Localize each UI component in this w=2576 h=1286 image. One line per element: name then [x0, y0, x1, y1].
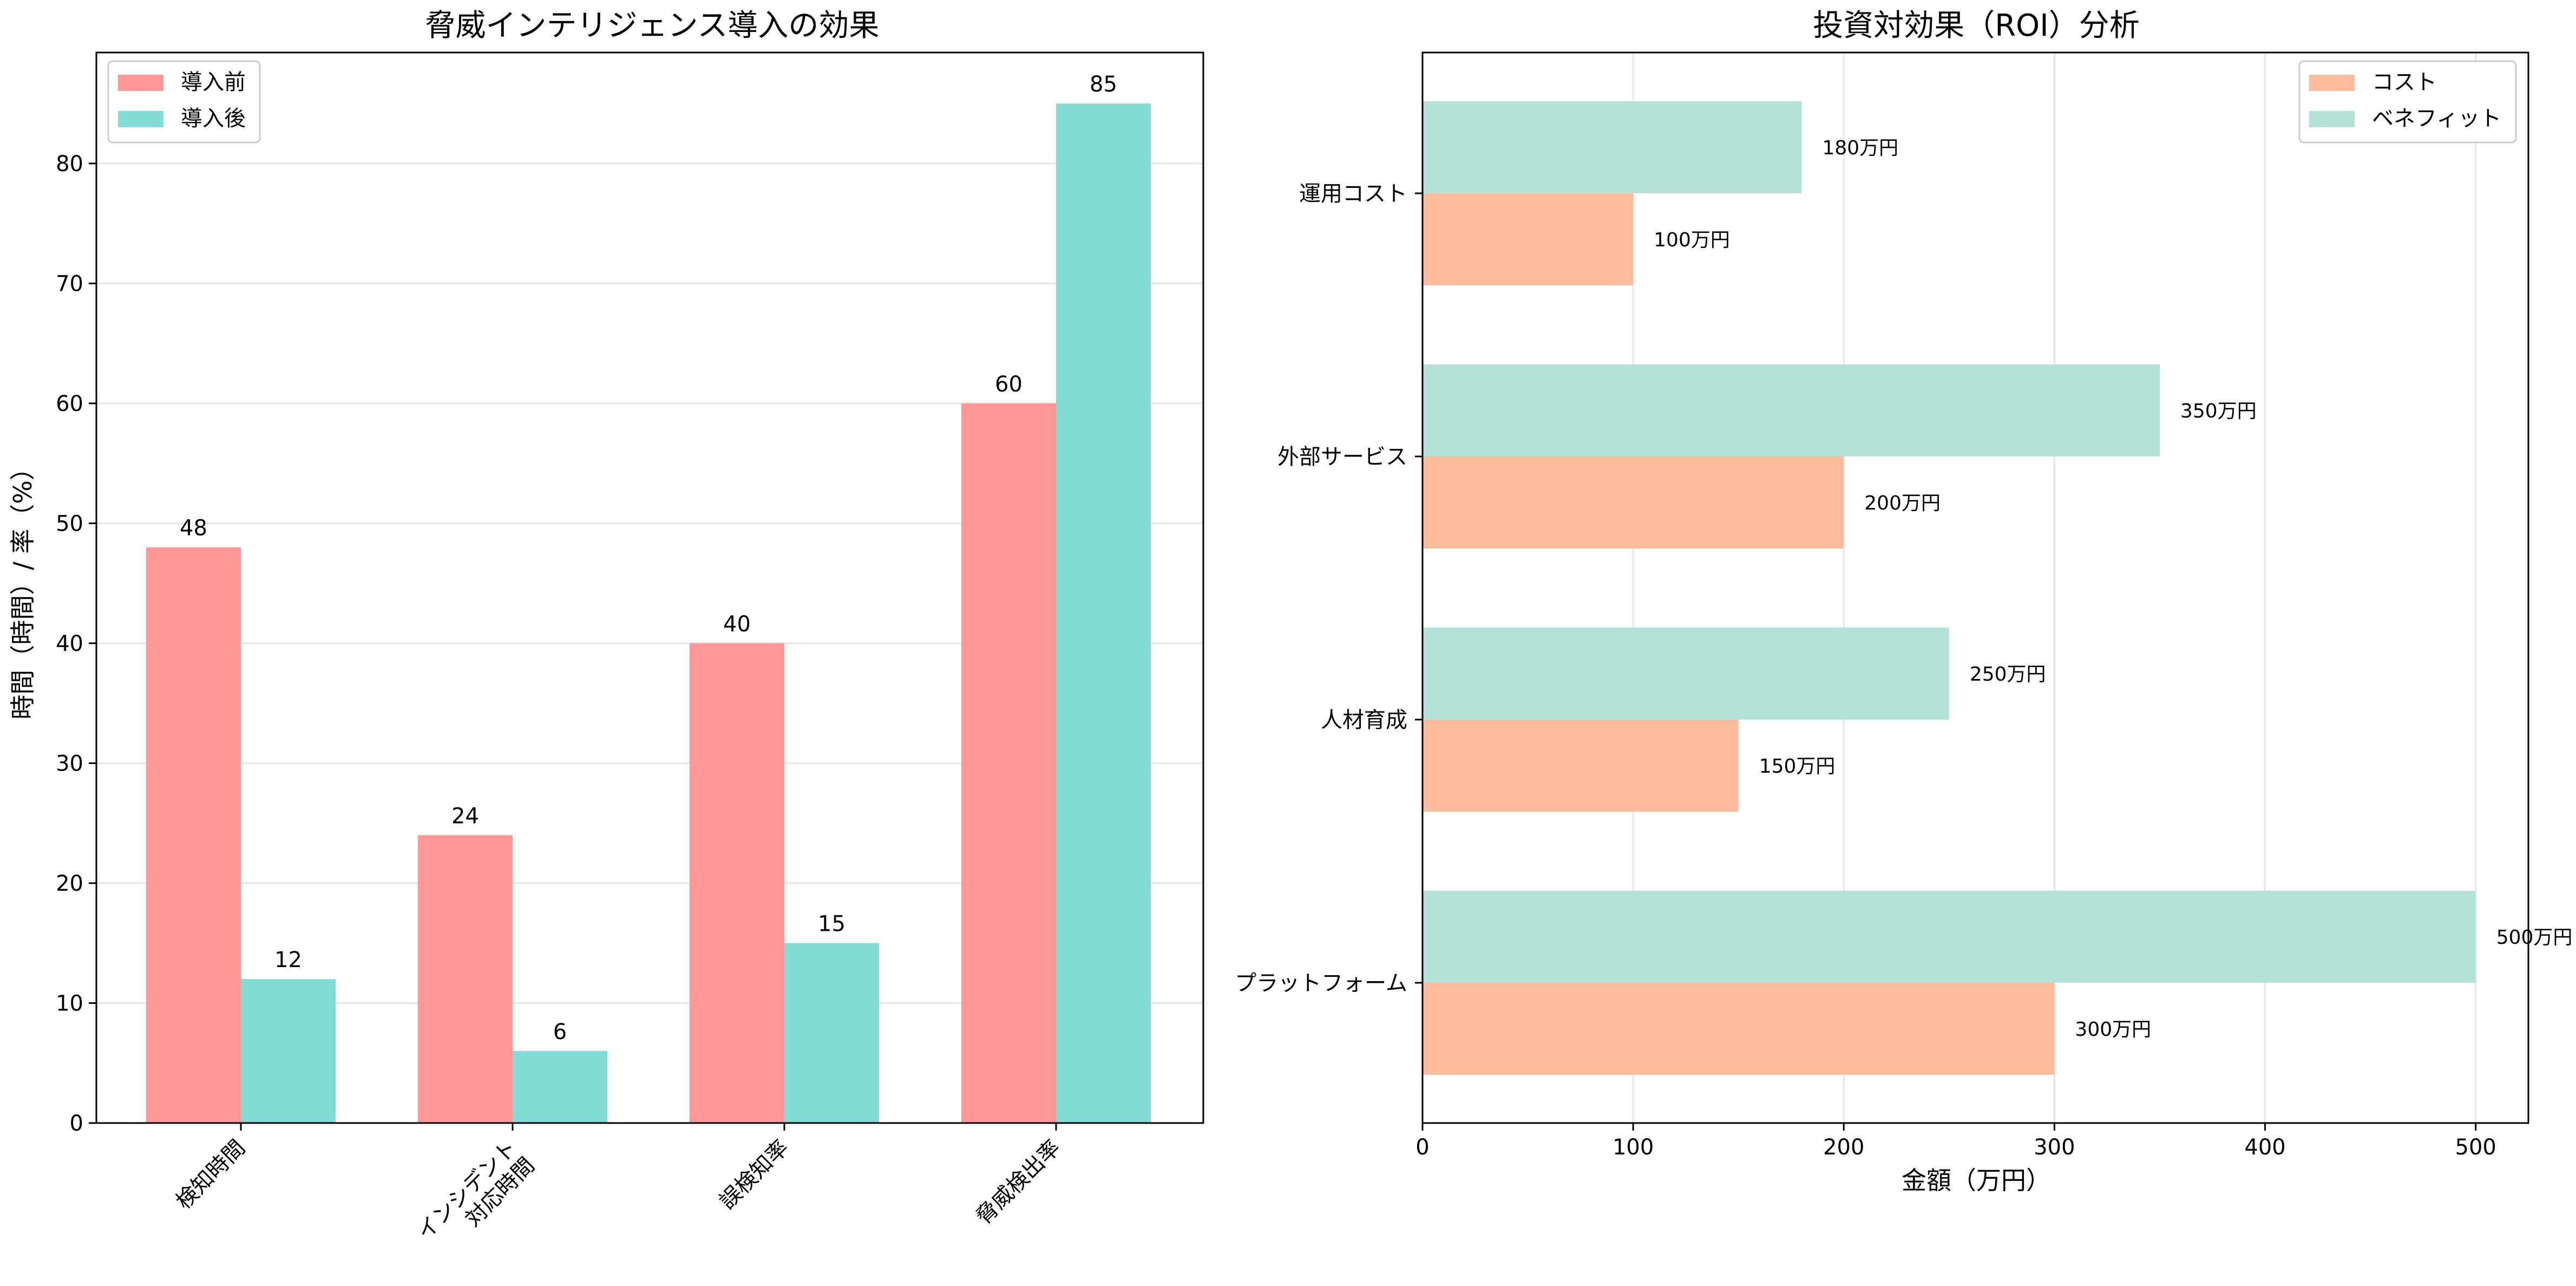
- bar-benefit: [1423, 628, 1949, 720]
- bar-value-label: 150万円: [1759, 755, 1836, 778]
- y-tick-label: 10: [56, 991, 83, 1016]
- threat-intel-effect-chart: 脅威インテリジェンス導入の効果 48 12 24 6 40 15 60 85 0 10 20 30 4…: [8, 8, 1204, 1263]
- bar-value-label: 40: [723, 612, 751, 637]
- bar-value-label: 350万円: [2180, 400, 2257, 422]
- x-tick-label: 0: [1415, 1135, 1429, 1160]
- legend: 導入前 導入後: [107, 60, 261, 143]
- bar-value-label: 48: [180, 516, 207, 541]
- bar-after: [784, 943, 879, 1123]
- legend-swatch-before: [118, 75, 163, 91]
- x-tick-label: 100: [1613, 1135, 1654, 1160]
- y-tick-label: 60: [56, 391, 83, 416]
- x-tick-label: 検知時間: [171, 1135, 250, 1215]
- bar-value-label: 250万円: [1970, 663, 2046, 686]
- bar-before: [146, 547, 241, 1123]
- x-tick-label: 500: [2455, 1135, 2496, 1160]
- y-tick-label: 30: [56, 751, 83, 776]
- chart-title: 投資対効果（ROI）分析: [1813, 8, 2140, 43]
- y-axis-label: 時間（時間）/ 率（%）: [8, 455, 37, 720]
- bar-value-label: 500万円: [2496, 926, 2573, 949]
- x-tick-label: 400: [2244, 1135, 2285, 1160]
- bar-cost: [1423, 720, 1739, 812]
- y-tick-label: 20: [56, 871, 83, 896]
- x-axis-label: 金額（万円）: [1902, 1166, 2051, 1195]
- legend-swatch-benefit: [2309, 111, 2355, 127]
- bar-value-label: 12: [274, 948, 302, 972]
- y-tick-label: 70: [56, 271, 83, 296]
- plot-frame: [1421, 51, 2529, 1124]
- bar-cost: [1423, 193, 1634, 285]
- bar-cost: [1423, 456, 1844, 549]
- bar-before: [961, 403, 1056, 1124]
- bar-after: [241, 979, 336, 1123]
- y-tick-label: 運用コスト: [1299, 181, 1407, 206]
- bar-value-label: 15: [818, 912, 845, 937]
- legend-label-after: 導入後: [181, 106, 246, 131]
- y-tick-label: プラットフォーム: [1235, 971, 1407, 996]
- legend-swatch-after: [118, 111, 163, 127]
- x-tick-label: 300: [2034, 1135, 2075, 1160]
- bar-after: [1056, 103, 1151, 1124]
- x-tick-label: 200: [1823, 1135, 1864, 1160]
- bar-after: [513, 1051, 607, 1123]
- bar-before: [690, 643, 784, 1123]
- bar-value-label: 300万円: [2075, 1019, 2151, 1041]
- legend-label-benefit: ベネフィット: [2372, 106, 2501, 131]
- chart-title: 脅威インテリジェンス導入の効果: [425, 8, 880, 43]
- bar-value-label: 6: [553, 1020, 567, 1045]
- roi-analysis-chart: 投資対効果（ROI）分析 300万円 500万円 150万円 250万円 200万円 35…: [1235, 8, 2572, 1195]
- legend-label-cost: コスト: [2372, 70, 2437, 95]
- legend-swatch-cost: [2309, 75, 2355, 91]
- y-tick-label: 50: [56, 511, 83, 536]
- y-tick-label: 0: [70, 1111, 83, 1136]
- bar-benefit: [1423, 364, 2160, 456]
- bar-value-label: 180万円: [1822, 137, 1898, 159]
- legend-label-before: 導入前: [181, 70, 246, 95]
- bar-before: [418, 835, 513, 1123]
- plot-frame: [95, 51, 1204, 1124]
- bar-value-label: 85: [1090, 72, 1117, 97]
- y-tick-label: 40: [56, 631, 83, 656]
- x-tick-label: 誤検知率: [715, 1135, 794, 1215]
- bar-value-label: 24: [451, 804, 479, 828]
- legend: コスト ベネフィット: [2298, 60, 2517, 143]
- y-tick-label: 人材育成: [1321, 708, 1407, 733]
- bar-benefit: [1423, 891, 2476, 983]
- bar-value-label: 200万円: [1864, 492, 1941, 514]
- bar-cost: [1423, 983, 2055, 1075]
- y-tick-label: 外部サービス: [1277, 445, 1407, 469]
- x-tick-label: 脅威検出率: [971, 1135, 1065, 1230]
- x-tick-label: インシデント対応時間: [412, 1135, 540, 1263]
- y-tick-label: 80: [56, 152, 83, 177]
- bar-value-label: 100万円: [1654, 229, 1730, 251]
- bar-value-label: 60: [995, 372, 1022, 397]
- bar-benefit: [1423, 101, 1802, 193]
